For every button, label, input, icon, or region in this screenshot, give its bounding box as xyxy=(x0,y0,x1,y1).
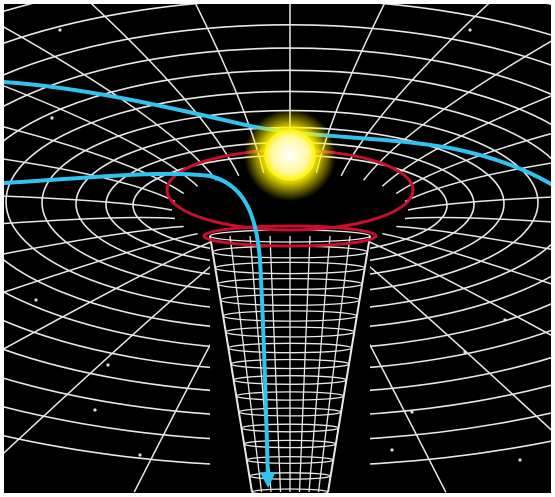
background-star xyxy=(106,363,110,367)
grid-radial-line xyxy=(90,4,240,177)
grid-radial-line xyxy=(4,158,176,203)
event-horizon-ring xyxy=(202,224,378,248)
funnel-edge-right xyxy=(327,235,371,493)
funnel-line xyxy=(229,235,263,493)
funnel-line xyxy=(308,235,331,493)
grid-radial-line xyxy=(340,4,490,177)
grid-radial-line xyxy=(363,239,551,336)
background-star xyxy=(390,448,394,452)
grid-radial-line xyxy=(396,225,551,250)
funnel-line xyxy=(269,235,282,493)
grid-radial-line xyxy=(381,95,551,187)
grid-radial-line xyxy=(4,239,217,350)
background-star xyxy=(58,28,62,32)
funnel-edge-left xyxy=(209,235,253,493)
grid-radial-line xyxy=(395,132,551,195)
grid-radial-line xyxy=(4,85,199,187)
funnel-line xyxy=(317,235,351,493)
captured-light-path xyxy=(4,171,276,488)
grid-radial-line xyxy=(404,162,551,203)
grid-radial-line xyxy=(4,216,176,225)
grid-radial-line xyxy=(4,232,198,293)
gravity-well-funnel xyxy=(209,229,371,493)
grid-radial-line xyxy=(4,195,173,211)
background-star xyxy=(34,298,38,302)
background-star xyxy=(518,458,522,462)
background-star xyxy=(93,408,97,412)
grid-radial-line xyxy=(4,26,217,181)
background-star xyxy=(50,116,54,120)
background-star xyxy=(468,28,472,32)
grid-radial-line xyxy=(404,216,551,223)
background-star xyxy=(410,410,414,414)
grid-radial-line xyxy=(4,225,184,255)
glowing-star-icon xyxy=(244,109,336,201)
grid-radial-line xyxy=(382,232,551,285)
grid-radial-line xyxy=(407,196,551,211)
grid-radial-line xyxy=(363,40,551,181)
funnel-line xyxy=(298,235,311,493)
background-star xyxy=(138,453,142,457)
